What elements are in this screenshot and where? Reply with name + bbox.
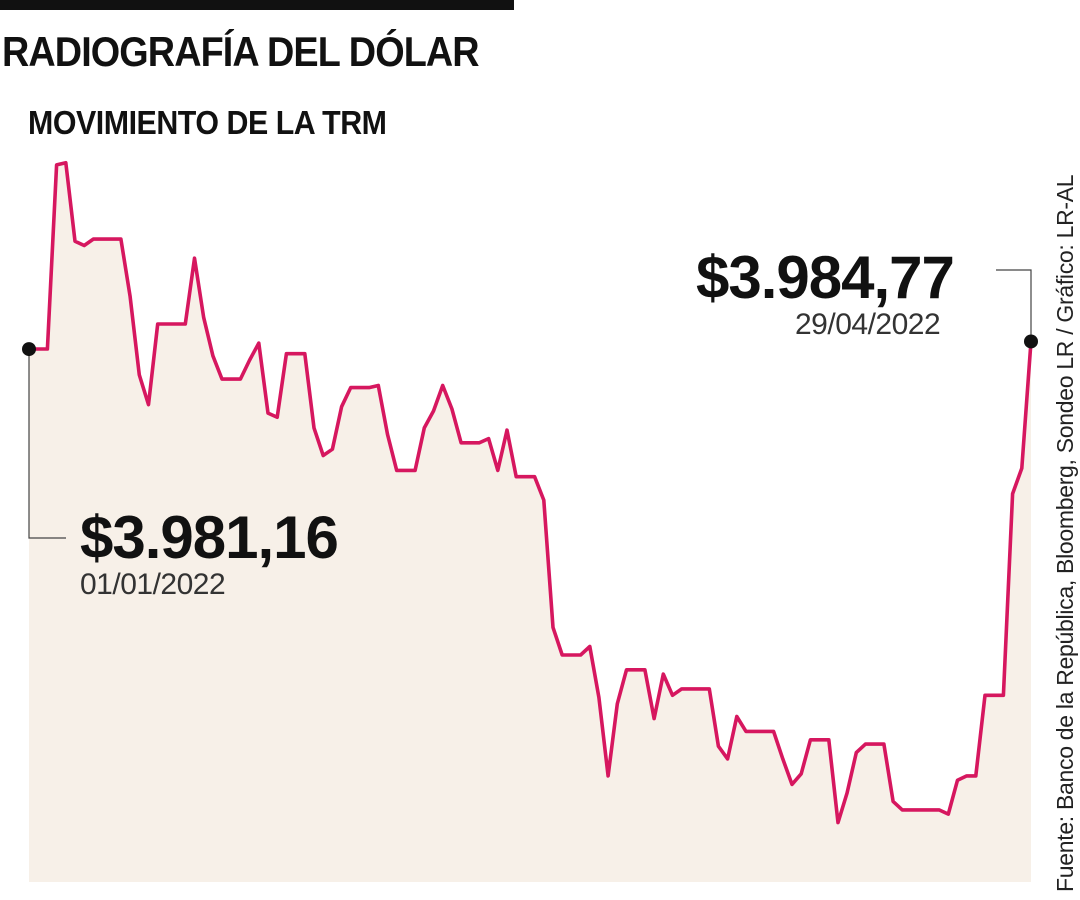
start-leader-line: [28, 349, 66, 539]
source-credit: Fuente: Banco de la República, Bloomberg…: [1052, 174, 1078, 892]
end-value-label: $3.984,77: [696, 244, 955, 311]
top-rule: [0, 0, 514, 10]
trm-series-line: [27, 160, 1033, 825]
end-date-label: 29/04/2022: [795, 308, 941, 341]
chart-subtitle: MOVIMIENTO DE LA TRM: [28, 104, 387, 141]
start-date-label: 01/01/2022: [80, 568, 226, 601]
end-leader-line: [996, 269, 1032, 342]
start-value-label: $3.981,16: [80, 504, 339, 571]
end-point: [1024, 334, 1038, 349]
start-point: [22, 342, 36, 357]
chart-title: RADIOGRAFÍA DEL DÓLAR: [2, 28, 480, 75]
area-fill: [29, 162, 1031, 882]
